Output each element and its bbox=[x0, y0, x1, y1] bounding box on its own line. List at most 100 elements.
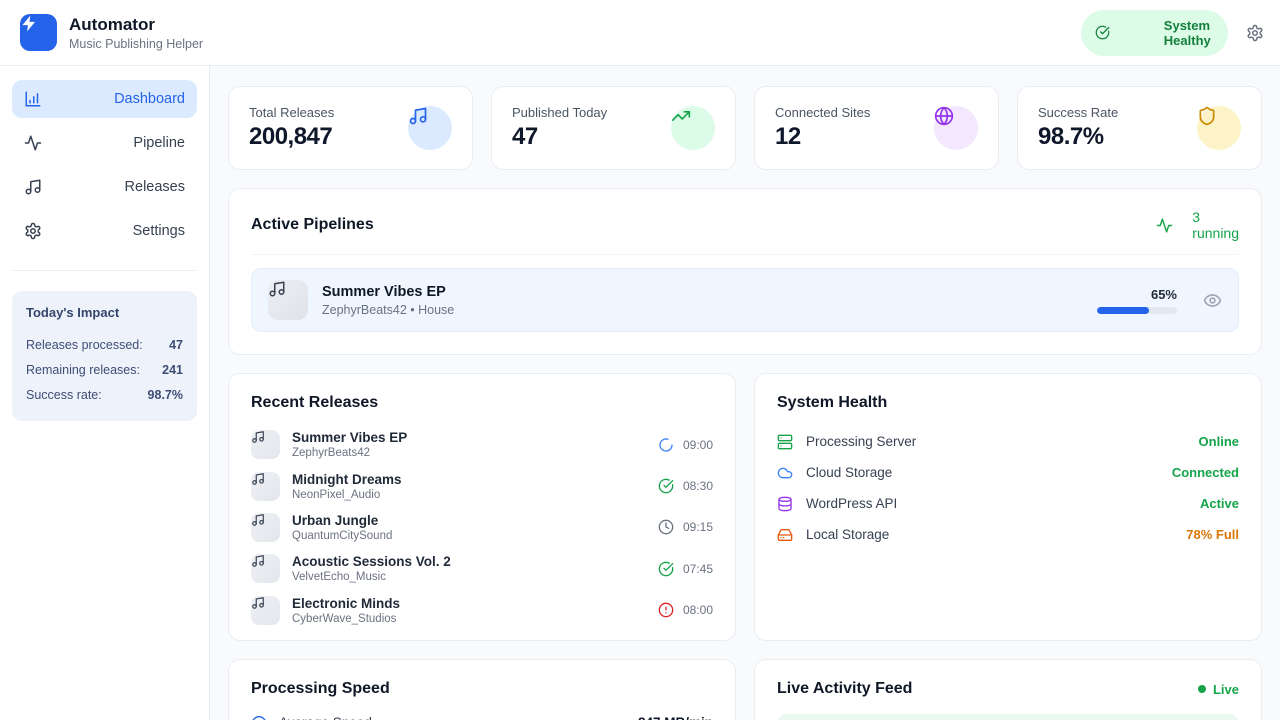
pipeline-subtitle: ZephyrBeats42 • House bbox=[322, 303, 1097, 317]
health-label: Local Storage bbox=[806, 527, 1186, 542]
music-icon bbox=[251, 554, 280, 583]
stat-label: Connected Sites bbox=[775, 105, 870, 120]
release-row[interactable]: Midnight Dreams NeonPixel_Audio 08:30 bbox=[251, 465, 713, 506]
activity-icon bbox=[24, 134, 121, 152]
stat-card-total-releases: Total Releases 200,847 bbox=[228, 86, 473, 170]
health-label: Processing Server bbox=[806, 434, 1199, 449]
impact-label: Releases processed: bbox=[26, 338, 143, 352]
release-title: Electronic Minds bbox=[292, 596, 658, 611]
running-label: 3 running bbox=[1192, 209, 1239, 241]
server-icon bbox=[777, 434, 793, 450]
cloud-icon bbox=[777, 465, 793, 481]
stat-label: Total Releases bbox=[249, 105, 334, 120]
sidebar-divider bbox=[12, 270, 197, 271]
release-title: Summer Vibes EP bbox=[292, 430, 658, 445]
impact-row: Releases processed: 47 bbox=[26, 332, 183, 357]
speed-label: Average Speed bbox=[279, 715, 638, 720]
live-label: Live bbox=[1213, 682, 1239, 697]
status-badge: 78% Full bbox=[1186, 527, 1239, 542]
release-artist: ZephyrBeats42 bbox=[292, 447, 658, 459]
alert-circle-icon bbox=[658, 602, 674, 618]
sidebar-item-label: Dashboard bbox=[114, 91, 185, 107]
status-badge: Connected bbox=[1172, 465, 1239, 480]
gear-icon bbox=[24, 222, 121, 240]
pipeline-title: Summer Vibes EP bbox=[322, 284, 1097, 300]
impact-label: Success rate: bbox=[26, 388, 102, 402]
health-row: Cloud Storage Connected bbox=[777, 457, 1239, 488]
sidebar-item-dashboard[interactable]: Dashboard bbox=[12, 80, 197, 118]
live-activity-feed-title: Live Activity Feed bbox=[777, 680, 912, 698]
stat-value: 98.7% bbox=[1038, 123, 1118, 151]
release-row[interactable]: Acoustic Sessions Vol. 2 VelvetEcho_Musi… bbox=[251, 548, 713, 589]
health-row: WordPress API Active bbox=[777, 488, 1239, 519]
eye-icon bbox=[1203, 291, 1222, 310]
trending-up-icon bbox=[671, 106, 715, 150]
release-title: Urban Jungle bbox=[292, 513, 658, 528]
impact-row: Success rate: 98.7% bbox=[26, 382, 183, 407]
stat-card-connected-sites: Connected Sites 12 bbox=[754, 86, 999, 170]
stat-card-success-rate: Success Rate 98.7% bbox=[1017, 86, 1262, 170]
impact-value: 98.7% bbox=[148, 388, 183, 402]
running-badge: 3 running bbox=[1156, 209, 1239, 241]
shield-icon bbox=[1197, 106, 1241, 150]
system-healthy-badge: System Healthy bbox=[1081, 10, 1228, 56]
app-subtitle: Music Publishing Helper bbox=[69, 37, 203, 51]
impact-value: 47 bbox=[169, 338, 183, 352]
release-row[interactable]: Summer Vibes EP ZephyrBeats42 09:00 bbox=[251, 424, 713, 465]
release-time: 09:00 bbox=[683, 438, 713, 452]
release-artist: VelvetEcho_Music bbox=[292, 571, 658, 583]
health-list: Processing Server Online Cloud Storage C… bbox=[777, 426, 1239, 550]
hard-drive-icon bbox=[777, 527, 793, 543]
stat-value: 47 bbox=[512, 123, 607, 151]
stat-value: 200,847 bbox=[249, 123, 334, 151]
release-title: Acoustic Sessions Vol. 2 bbox=[292, 554, 658, 569]
release-title: Midnight Dreams bbox=[292, 472, 658, 487]
music-icon bbox=[251, 472, 280, 501]
todays-impact-title: Today's Impact bbox=[26, 305, 183, 320]
release-artist: QuantumCitySound bbox=[292, 530, 658, 542]
music-icon bbox=[408, 106, 452, 150]
release-row[interactable]: Electronic Minds CyberWave_Studios 08:00 bbox=[251, 590, 713, 631]
brand: Automator Music Publishing Helper bbox=[20, 14, 203, 51]
recent-releases-title: Recent Releases bbox=[251, 394, 713, 412]
release-artist: NeonPixel_Audio bbox=[292, 489, 658, 501]
speed-value: 847 MB/min bbox=[638, 715, 713, 720]
impact-label: Remaining releases: bbox=[26, 363, 140, 377]
progress-fill bbox=[1097, 307, 1149, 314]
release-row[interactable]: Urban Jungle QuantumCitySound 09:15 bbox=[251, 507, 713, 548]
system-healthy-label: System Healthy bbox=[1164, 18, 1214, 48]
main-content: Total Releases 200,847 Published Today 4… bbox=[210, 66, 1280, 720]
app-logo bbox=[20, 14, 57, 51]
settings-button[interactable] bbox=[1246, 24, 1264, 42]
stat-label: Published Today bbox=[512, 105, 607, 120]
release-artist: CyberWave_Studios bbox=[292, 613, 658, 625]
globe-icon bbox=[934, 106, 978, 150]
sidebar-item-settings[interactable]: Settings bbox=[12, 212, 197, 250]
activity-icon bbox=[1156, 217, 1185, 234]
active-pipelines-card: Active Pipelines 3 running Summer Vibes … bbox=[228, 188, 1262, 355]
gauge-icon bbox=[251, 714, 267, 720]
database-icon bbox=[777, 496, 793, 512]
app-title: Automator bbox=[69, 15, 203, 35]
status-badge: Active bbox=[1200, 496, 1239, 511]
view-pipeline-button[interactable] bbox=[1203, 291, 1222, 310]
clock-icon bbox=[658, 519, 674, 535]
impact-row: Remaining releases: 241 bbox=[26, 357, 183, 382]
check-circle-icon bbox=[658, 478, 674, 494]
recent-releases-card: Recent Releases Summer Vibes EP ZephyrBe… bbox=[228, 373, 736, 641]
sidebar-item-label: Releases bbox=[125, 179, 185, 195]
check-circle-icon bbox=[658, 561, 674, 577]
gear-icon bbox=[1246, 24, 1264, 42]
sidebar-item-pipeline[interactable]: Pipeline bbox=[12, 124, 197, 162]
music-icon bbox=[251, 596, 280, 625]
release-time: 09:15 bbox=[683, 520, 713, 534]
status-badge: Online bbox=[1199, 434, 1239, 449]
stat-label: Success Rate bbox=[1038, 105, 1118, 120]
sidebar-item-label: Pipeline bbox=[133, 135, 185, 151]
music-icon bbox=[251, 430, 280, 459]
pipeline-row[interactable]: Summer Vibes EP ZephyrBeats42 • House 65… bbox=[251, 268, 1239, 332]
sidebar-item-releases[interactable]: Releases bbox=[12, 168, 197, 206]
health-row: Processing Server Online bbox=[777, 426, 1239, 457]
health-row: Local Storage 78% Full bbox=[777, 519, 1239, 550]
health-label: Cloud Storage bbox=[806, 465, 1172, 480]
